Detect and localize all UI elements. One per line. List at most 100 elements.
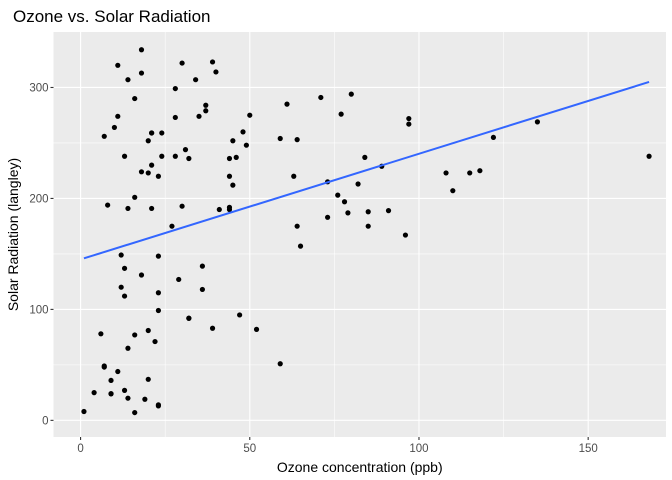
x-tick-label: 150 — [579, 443, 598, 455]
data-point — [348, 91, 354, 97]
data-point — [121, 265, 128, 271]
data-point — [406, 115, 412, 122]
data-point — [277, 361, 283, 367]
data-point — [155, 307, 162, 314]
data-point — [294, 223, 300, 229]
data-point — [132, 194, 138, 200]
data-point — [297, 243, 304, 249]
data-point — [145, 327, 151, 334]
data-point — [101, 363, 107, 369]
data-point — [247, 112, 253, 118]
data-point — [203, 102, 209, 108]
data-point — [115, 113, 121, 119]
data-point — [284, 101, 290, 107]
data-point — [213, 69, 219, 75]
data-point — [121, 153, 128, 159]
data-point — [646, 153, 652, 159]
data-point — [155, 253, 162, 259]
data-point — [132, 95, 138, 102]
data-point — [294, 137, 300, 143]
data-point — [335, 192, 341, 198]
data-point — [111, 124, 118, 131]
data-point — [159, 153, 165, 159]
data-point — [277, 135, 283, 142]
data-point — [145, 170, 151, 176]
data-point — [490, 134, 497, 141]
data-point — [243, 142, 249, 148]
data-point — [101, 133, 107, 139]
data-point — [125, 77, 131, 83]
data-point — [155, 173, 162, 179]
data-point — [145, 138, 151, 144]
data-point — [149, 130, 155, 136]
data-point — [186, 155, 192, 162]
data-point — [118, 252, 124, 258]
data-point — [81, 408, 87, 415]
data-point — [155, 402, 162, 408]
data-point — [230, 182, 236, 188]
x-tick-label: 0 — [77, 443, 83, 455]
data-point — [362, 154, 368, 160]
data-point — [115, 368, 121, 375]
data-point — [182, 147, 189, 153]
y-tick-label: 300 — [29, 82, 48, 94]
data-point — [365, 209, 371, 215]
data-point — [365, 223, 371, 229]
data-point — [402, 232, 409, 238]
data-point — [477, 168, 483, 174]
data-point — [338, 111, 344, 117]
data-point — [226, 155, 233, 162]
data-point — [318, 94, 324, 101]
data-point — [203, 108, 209, 114]
data-point — [253, 326, 260, 332]
x-axis-title: Ozone concentration (ppb) — [277, 459, 443, 475]
data-point — [125, 345, 131, 351]
data-point — [179, 60, 185, 66]
data-point — [186, 315, 192, 321]
data-point — [385, 208, 392, 214]
major-gridlines — [53, 32, 666, 437]
data-point — [121, 387, 128, 393]
data-point — [216, 206, 222, 213]
data-point — [199, 263, 205, 269]
data-point — [467, 170, 473, 176]
data-point — [91, 390, 97, 396]
data-point — [196, 113, 202, 119]
data-point — [145, 376, 151, 382]
data-point — [237, 312, 243, 318]
data-point — [98, 331, 104, 337]
data-point — [325, 214, 331, 220]
data-point — [159, 130, 165, 136]
minor-gridlines — [53, 32, 666, 437]
data-point — [209, 325, 216, 331]
data-point — [125, 205, 131, 212]
y-tick-label: 0 — [42, 415, 48, 427]
data-point — [450, 188, 456, 194]
data-point — [132, 409, 138, 416]
data-point — [291, 173, 297, 179]
axes: 0 50 100 150 0 100 200 300 — [29, 82, 597, 455]
data-point — [226, 206, 233, 213]
x-tick-label: 50 — [243, 443, 256, 455]
data-point — [149, 205, 155, 212]
y-axis-title: Solar Radiation (langley) — [5, 158, 21, 311]
data-point — [138, 272, 145, 278]
data-point — [230, 138, 236, 144]
data-point — [125, 395, 131, 401]
data-point — [355, 181, 361, 187]
plot-panel — [53, 32, 666, 437]
data-point — [443, 170, 449, 176]
y-tick-label: 200 — [29, 193, 48, 205]
data-point — [121, 293, 128, 299]
data-point — [209, 59, 216, 65]
data-point — [132, 332, 138, 338]
data-point — [155, 290, 162, 296]
data-point — [115, 62, 121, 68]
data-point — [233, 154, 239, 160]
data-point — [108, 391, 114, 397]
data-point — [406, 121, 412, 127]
data-point — [172, 153, 178, 159]
data-point — [345, 210, 351, 216]
data-point — [169, 223, 175, 229]
